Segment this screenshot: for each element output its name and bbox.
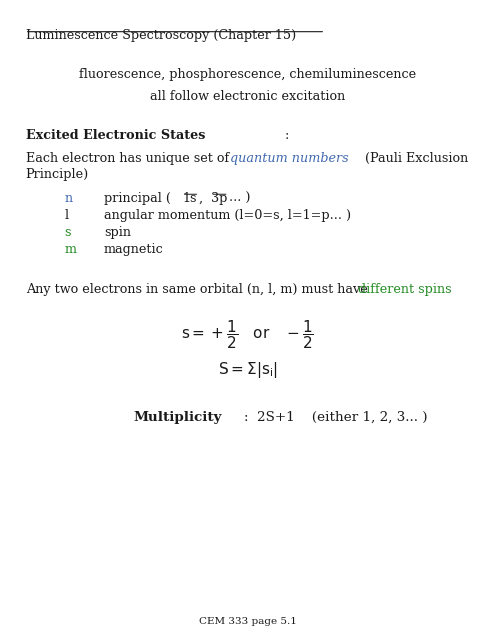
Text: :  2S+1    (either 1, 2, 3... ): : 2S+1 (either 1, 2, 3... ) <box>244 411 427 424</box>
Text: quantum numbers: quantum numbers <box>230 152 348 165</box>
Text: n: n <box>64 192 72 205</box>
Text: s: s <box>64 226 71 239</box>
Text: (Pauli Exclusion: (Pauli Exclusion <box>361 152 469 165</box>
Text: Any two electrons in same orbital (n, l, m) must have: Any two electrons in same orbital (n, l,… <box>26 283 371 296</box>
Text: Excited Electronic States: Excited Electronic States <box>26 129 205 142</box>
Text: Multiplicity: Multiplicity <box>134 411 222 424</box>
Text: fluorescence, phosphorescence, chemiluminescence: fluorescence, phosphorescence, chemilumi… <box>79 68 416 81</box>
Text: :: : <box>285 129 290 142</box>
Text: m: m <box>64 243 76 256</box>
Text: angular momentum (l=0=s, l=1=p... ): angular momentum (l=0=s, l=1=p... ) <box>104 209 351 222</box>
Text: Each electron has unique set of: Each electron has unique set of <box>26 152 233 165</box>
Text: magnetic: magnetic <box>104 243 164 256</box>
Text: $\mathrm{s} = +\dfrac{1}{2}\quad \mathrm{or} \quad -\dfrac{1}{2}$: $\mathrm{s} = +\dfrac{1}{2}\quad \mathrm… <box>181 318 314 351</box>
Text: Luminescence Spectroscopy (Chapter 15): Luminescence Spectroscopy (Chapter 15) <box>26 29 296 42</box>
Text: ,: , <box>199 192 207 205</box>
Text: principal (: principal ( <box>104 192 171 205</box>
Text: 3p: 3p <box>211 192 227 205</box>
Text: l: l <box>64 209 68 222</box>
Text: 1s: 1s <box>182 192 197 205</box>
Text: $\mathrm{S} = \Sigma|\mathrm{s_i}|$: $\mathrm{S} = \Sigma|\mathrm{s_i}|$ <box>218 360 277 380</box>
Text: ... ): ... ) <box>229 192 250 205</box>
Text: all follow electronic excitation: all follow electronic excitation <box>150 90 345 102</box>
Text: CEM 333 page 5.1: CEM 333 page 5.1 <box>198 617 297 626</box>
Text: Principle): Principle) <box>26 168 89 181</box>
Text: spin: spin <box>104 226 131 239</box>
Text: different spins: different spins <box>358 283 452 296</box>
